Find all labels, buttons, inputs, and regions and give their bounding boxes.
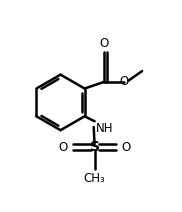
Text: O: O <box>100 37 109 50</box>
Text: O: O <box>58 141 68 154</box>
Text: O: O <box>121 141 131 154</box>
Text: S: S <box>90 140 100 154</box>
Text: O: O <box>120 75 129 88</box>
Text: NH: NH <box>96 122 113 135</box>
Text: CH₃: CH₃ <box>84 172 105 185</box>
